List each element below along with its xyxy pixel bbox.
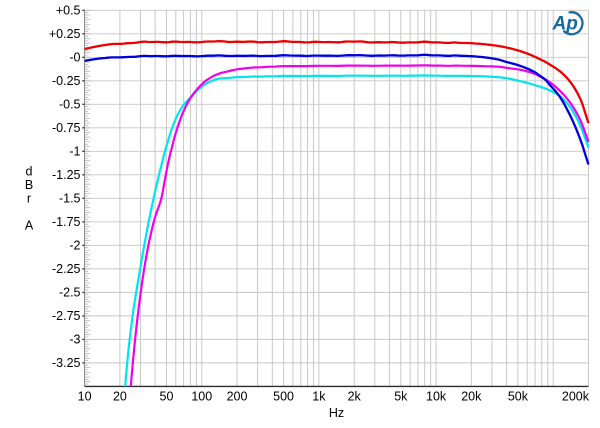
svg-text:A: A (25, 219, 34, 233)
svg-text:-1.25: -1.25 (52, 168, 81, 182)
svg-text:10: 10 (78, 389, 92, 403)
svg-text:50k: 50k (508, 389, 529, 403)
svg-text:-2.25: -2.25 (52, 262, 81, 276)
svg-text:-0: -0 (69, 51, 80, 65)
svg-text:5k: 5k (394, 389, 408, 403)
svg-text:+0.25: +0.25 (49, 27, 81, 41)
svg-text:-1: -1 (69, 145, 80, 159)
svg-text:20: 20 (113, 389, 127, 403)
svg-text:Ap: Ap (552, 14, 578, 35)
svg-text:500: 500 (273, 389, 294, 403)
svg-text:-3: -3 (69, 333, 80, 347)
svg-text:200k: 200k (562, 389, 590, 403)
svg-text:-0.25: -0.25 (52, 74, 81, 88)
svg-text:r: r (27, 192, 31, 206)
svg-text:10k: 10k (426, 389, 447, 403)
svg-text:-2.75: -2.75 (52, 309, 81, 323)
svg-text:-0.5: -0.5 (59, 98, 81, 112)
svg-text:d: d (26, 165, 33, 179)
svg-text:-2: -2 (69, 239, 80, 253)
svg-text:+0.5: +0.5 (56, 4, 81, 18)
svg-text:-1.75: -1.75 (52, 215, 81, 229)
svg-text:1k: 1k (312, 389, 326, 403)
svg-text:200: 200 (227, 389, 248, 403)
svg-text:-3.25: -3.25 (52, 356, 81, 370)
svg-text:-2.5: -2.5 (59, 286, 81, 300)
svg-text:-0.75: -0.75 (52, 121, 81, 135)
svg-text:100: 100 (191, 389, 212, 403)
svg-text:B: B (25, 178, 33, 192)
svg-text:Hz: Hz (329, 406, 344, 420)
svg-text:-1.5: -1.5 (59, 192, 81, 206)
svg-text:2k: 2k (348, 389, 362, 403)
svg-text:20k: 20k (461, 389, 482, 403)
svg-text:50: 50 (160, 389, 174, 403)
